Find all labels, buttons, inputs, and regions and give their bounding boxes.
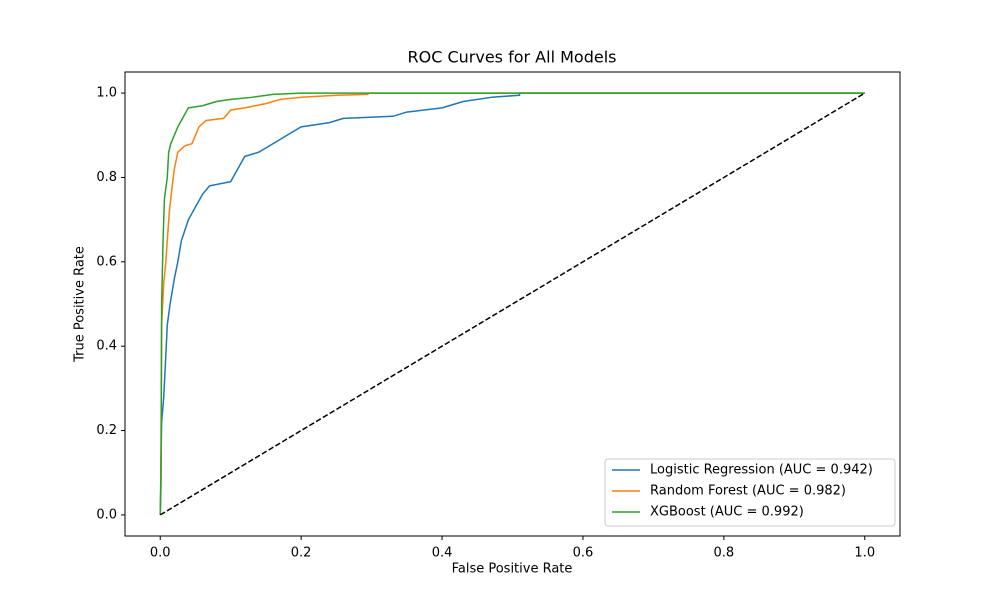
x-tick-label: 0.4 <box>432 546 453 561</box>
x-tick-label: 0.0 <box>150 546 171 561</box>
chart-title: ROC Curves for All Models <box>408 48 617 67</box>
x-tick-label: 0.6 <box>573 546 594 561</box>
roc-curve <box>159 92 865 515</box>
x-axis-label: False Positive Rate <box>452 562 573 577</box>
legend-label: Logistic Regression (AUC = 0.942) <box>650 463 873 478</box>
y-tick-label: 0.8 <box>96 170 117 185</box>
y-axis-label: True Positive Rate <box>73 246 88 363</box>
y-tick-label: 0.2 <box>96 423 117 438</box>
x-tick-label: 0.8 <box>714 546 735 561</box>
legend: Logistic Regression (AUC = 0.942) Random … <box>604 458 896 527</box>
y-tick-label: 1.0 <box>96 86 117 101</box>
y-tick-label: 0.0 <box>96 507 117 522</box>
roc-curve <box>159 92 865 515</box>
legend-label: XGBoost (AUC = 0.992) <box>650 505 804 520</box>
reference-line <box>159 92 866 516</box>
y-tick-label: 0.6 <box>96 254 117 269</box>
legend-label: Random Forest (AUC = 0.982) <box>650 484 846 499</box>
x-tick-label: 0.2 <box>291 546 312 561</box>
legend-box <box>604 458 896 527</box>
axes-frame <box>124 71 901 537</box>
x-tick-label: 1.0 <box>854 546 875 561</box>
roc-curve <box>159 92 865 515</box>
y-tick-label: 0.4 <box>96 339 117 354</box>
